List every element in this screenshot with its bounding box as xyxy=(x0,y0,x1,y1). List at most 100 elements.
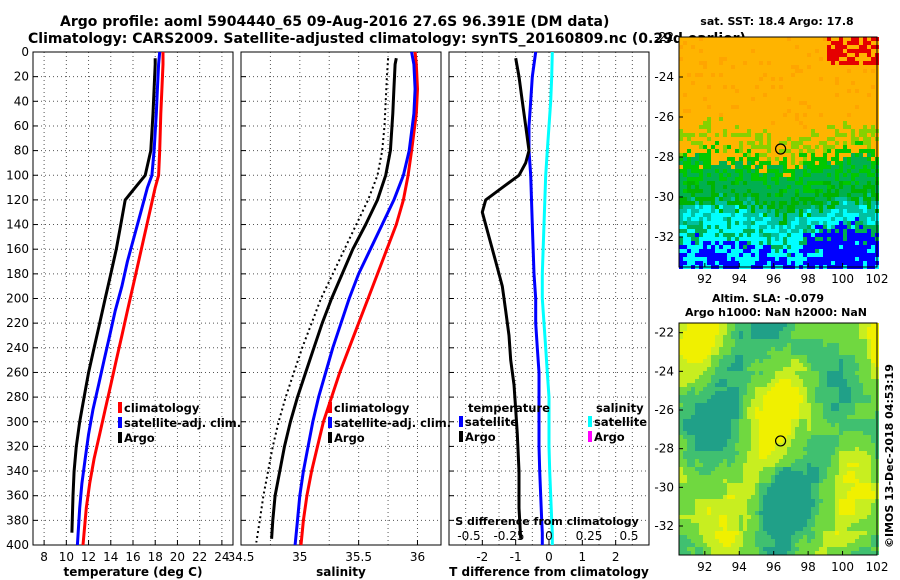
x-tick-label: 16 xyxy=(125,550,140,564)
x-tick-label: 14 xyxy=(103,550,118,564)
x-tick-label: 10 xyxy=(59,550,74,564)
legend-label: climatology xyxy=(124,401,200,415)
difference-panel: -2 -1 0 1 2T difference from climatology S di… xyxy=(448,51,650,579)
title-line-2: Climatology: CARS2009. Satellite-adjuste… xyxy=(28,31,746,47)
y-tick-label: -26 xyxy=(654,110,674,124)
y-tick-label: 400 xyxy=(6,538,29,552)
legend-label: climatology xyxy=(334,401,410,415)
y-tick-label: 340 xyxy=(6,464,29,478)
y-tick-label: 40 xyxy=(14,94,29,108)
x-tick-label: 98 xyxy=(800,272,815,286)
x-axis-label: temperature (deg C) xyxy=(64,565,203,579)
y-tick-label: -30 xyxy=(654,480,674,494)
x-tick-label: 1 xyxy=(579,550,587,564)
y-tick-label: 80 xyxy=(14,144,29,158)
map-title-line-1: Altim. SLA: -0.079 xyxy=(712,292,824,305)
watermark: ©IMOS 13-Dec-2018 04:53:19 xyxy=(883,364,896,548)
argo-position-marker xyxy=(774,435,787,447)
y-tick-label: -22 xyxy=(654,326,674,340)
y-tick-label: 160 xyxy=(6,242,29,256)
y-tick-label: 380 xyxy=(6,513,29,527)
x-tick-label: 92 xyxy=(697,560,712,574)
reference-dotted-line xyxy=(255,58,390,543)
x-tick-label: 96 xyxy=(766,560,781,574)
map-title: sat. SST: 18.4 Argo: 17.8 xyxy=(700,15,853,28)
y-tick-label: 0 xyxy=(21,45,29,59)
x-tick-label: -2 xyxy=(476,550,488,564)
map-frame xyxy=(678,36,878,268)
y-tick-label: -28 xyxy=(654,442,674,456)
y-tick-label: 60 xyxy=(14,119,29,133)
x-tick-label: 0 xyxy=(545,550,553,564)
x-tick-label: 8 xyxy=(40,550,48,564)
legend-header-salinity: salinity xyxy=(596,401,644,415)
series-line-t-satellite xyxy=(527,51,544,545)
x-tick-label: 36 xyxy=(410,550,425,564)
x-tick-label-top: -0.25 xyxy=(493,529,524,543)
y-tick-label: -22 xyxy=(654,30,674,44)
x-tick-label-top: -0.5 xyxy=(457,529,480,543)
series-line-argo xyxy=(270,57,398,539)
legend-swatch xyxy=(588,431,592,442)
series-line-s-satellite xyxy=(540,51,554,545)
x-tick-label: 96 xyxy=(766,272,781,286)
legend-label: Argo xyxy=(465,430,496,444)
x-axis-label: salinity xyxy=(316,565,366,579)
x-tick-label-top: 0 xyxy=(545,529,553,543)
temperature-panel: 8 10 12 14 16 18 20 22 2402040608010012014016018… xyxy=(6,45,241,579)
map-frame xyxy=(678,322,878,556)
x-tick-label: 22 xyxy=(192,550,207,564)
x-tick-label: 92 xyxy=(697,272,712,286)
y-tick-label: -26 xyxy=(654,403,674,417)
map-cells xyxy=(679,37,879,269)
y-tick-label: -24 xyxy=(654,70,674,84)
y-tick-label: 120 xyxy=(6,193,29,207)
x-tick-label: 20 xyxy=(170,550,185,564)
legend-label: satellite xyxy=(465,415,518,429)
x-tick-label: 102 xyxy=(866,272,889,286)
legend-swatch xyxy=(118,417,122,428)
series-line-climatology xyxy=(81,52,165,546)
series-line-climatology xyxy=(299,51,419,546)
y-tick-label: 140 xyxy=(6,218,29,232)
series-line-t-argo xyxy=(480,57,531,539)
x-axis-label: T difference from climatology xyxy=(449,565,649,579)
x-tick-label: 35.5 xyxy=(345,550,372,564)
x-tick-label: 98 xyxy=(800,560,815,574)
y-tick-label: -30 xyxy=(654,190,674,204)
legend-swatch xyxy=(588,416,592,427)
y-tick-label: -28 xyxy=(654,150,674,164)
legend-swatch xyxy=(459,431,463,442)
sst-map-panel: sat. SST: 18.4 Argo: 17.8 92 94 96 98 100 102 -… xyxy=(654,15,888,286)
legend-swatch xyxy=(328,417,332,428)
x-tick-label: 35 xyxy=(292,550,307,564)
x-tick-label: -1 xyxy=(510,550,522,564)
legend-header-temperature: temperature xyxy=(468,401,550,415)
y-tick-label: 280 xyxy=(6,390,29,404)
series-line-argo xyxy=(70,58,157,533)
legend-swatch xyxy=(118,432,122,443)
legend-swatch xyxy=(118,402,122,413)
map-title-line-2: Argo h1000: NaN h2000: NaN xyxy=(685,306,867,319)
x-tick-label: 94 xyxy=(732,272,747,286)
y-tick-label: -32 xyxy=(654,519,674,533)
x-tick-label: 100 xyxy=(831,272,854,286)
argo-position-marker xyxy=(774,143,787,155)
x-tick-label-top: 0.5 xyxy=(619,529,638,543)
x-axis-label-top: S difference from climatology xyxy=(455,515,639,528)
title-line-1: Argo profile: aoml 5904440_65 09-Aug-201… xyxy=(60,14,609,30)
legend-swatch xyxy=(459,416,463,427)
x-tick-label: 24 xyxy=(214,550,229,564)
x-tick-label: 18 xyxy=(148,550,163,564)
y-tick-label: 200 xyxy=(6,292,29,306)
legend-label: satellite xyxy=(594,415,647,429)
x-tick-label: 100 xyxy=(831,560,854,574)
x-tick-label: 2 xyxy=(612,550,620,564)
y-tick-label: -32 xyxy=(654,230,674,244)
y-tick-label: 360 xyxy=(6,489,29,503)
y-tick-label: 240 xyxy=(6,341,29,355)
y-tick-label: 320 xyxy=(6,439,29,453)
series-line-satellite-adj-clim- xyxy=(293,51,417,546)
map-cells xyxy=(679,323,879,555)
